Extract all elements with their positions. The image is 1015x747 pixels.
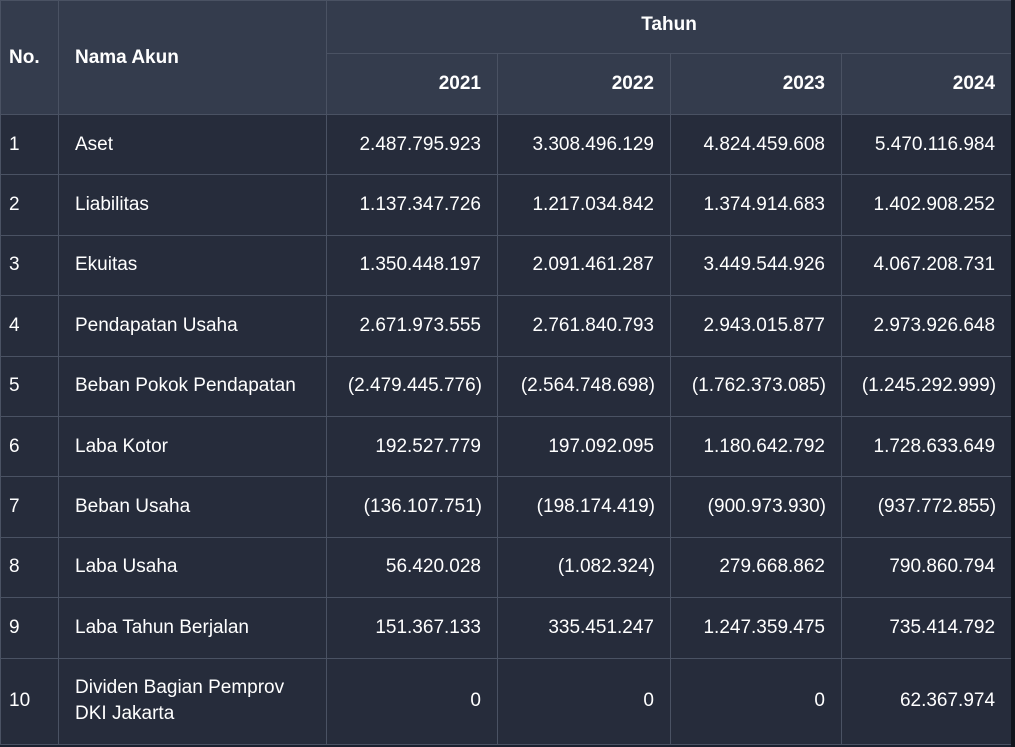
row-value-2023: 1.374.914.683: [670, 174, 842, 236]
row-value-2022: 335.451.247: [497, 597, 671, 659]
row-no: 6: [0, 415, 59, 478]
table-row: 1 Aset 2.487.795.923 3.308.496.129 4.824…: [0, 113, 1013, 176]
table-row: 3 Ekuitas 1.350.448.197 2.091.461.287 3.…: [0, 234, 1013, 297]
row-value-2024: 790.860.794: [840, 536, 1013, 599]
row-value-2023: 2.943.015.877: [670, 295, 842, 357]
row-value-2021: 1.350.448.197: [326, 234, 498, 297]
header-year-group: Tahun: [325, 0, 1013, 54]
row-value-2024: 1.402.908.252: [840, 174, 1013, 236]
row-value-2024: 2.973.926.648: [840, 295, 1013, 357]
table-row: 9 Laba Tahun Berjalan 151.367.133 335.45…: [0, 597, 1013, 659]
row-value-2021: 151.367.133: [326, 597, 498, 659]
row-value-2024: 1.728.633.649: [840, 415, 1013, 478]
row-account: Laba Tahun Berjalan: [58, 597, 327, 659]
row-value-2022: 0: [497, 657, 671, 745]
row-value-2022: 3.308.496.129: [497, 113, 671, 176]
header-no: No.: [0, 0, 59, 115]
row-account: Laba Kotor: [58, 415, 327, 478]
header-year-2021: 2021: [326, 53, 498, 115]
row-value-2022: (1.082.324): [497, 536, 671, 599]
row-no: 2: [0, 174, 59, 236]
row-account: Pendapatan Usaha: [58, 295, 327, 357]
header-year-2023: 2023: [670, 53, 842, 115]
row-value-2024: 4.067.208.731: [840, 234, 1013, 297]
row-no: 5: [0, 355, 59, 417]
row-account: Laba Usaha: [58, 536, 327, 599]
row-value-2023: 0: [670, 657, 842, 745]
row-no: 8: [0, 536, 59, 599]
scroll-edge: [1011, 0, 1015, 747]
row-value-2021: 1.137.347.726: [326, 174, 498, 236]
row-value-2024: (1.245.292.999): [840, 355, 1013, 417]
header-year-2024: 2024: [840, 53, 1013, 115]
table-row: 8 Laba Usaha 56.420.028 (1.082.324) 279.…: [0, 536, 1013, 599]
row-value-2021: 56.420.028: [326, 536, 498, 599]
table-header: No. Nama Akun Tahun 2021 2022 2023 2024: [0, 0, 1013, 115]
table-row: 10 Dividen Bagian Pemprov DKI Jakarta 0 …: [0, 657, 1013, 745]
row-no: 4: [0, 295, 59, 357]
row-account: Ekuitas: [58, 234, 327, 297]
row-value-2024: (937.772.855): [840, 476, 1013, 538]
row-value-2023: 4.824.459.608: [670, 113, 842, 176]
row-value-2022: 2.091.461.287: [497, 234, 671, 297]
row-value-2023: 1.180.642.792: [670, 415, 842, 478]
row-value-2024: 735.414.792: [840, 597, 1013, 659]
table-body: 1 Aset 2.487.795.923 3.308.496.129 4.824…: [0, 113, 1013, 745]
row-account: Beban Usaha: [58, 476, 327, 538]
table-row: 7 Beban Usaha (136.107.751) (198.174.419…: [0, 476, 1013, 538]
row-value-2022: 2.761.840.793: [497, 295, 671, 357]
row-value-2023: 3.449.544.926: [670, 234, 842, 297]
row-value-2021: (136.107.751): [326, 476, 498, 538]
table-row: 2 Liabilitas 1.137.347.726 1.217.034.842…: [0, 174, 1013, 236]
table-row: 5 Beban Pokok Pendapatan (2.479.445.776)…: [0, 355, 1013, 417]
row-no: 3: [0, 234, 59, 297]
row-value-2023: 279.668.862: [670, 536, 842, 599]
row-value-2024: 62.367.974: [840, 657, 1013, 745]
table-row: 6 Laba Kotor 192.527.779 197.092.095 1.1…: [0, 415, 1013, 478]
row-value-2021: 2.487.795.923: [326, 113, 498, 176]
row-value-2023: (900.973.930): [670, 476, 842, 538]
row-value-2023: (1.762.373.085): [670, 355, 842, 417]
row-value-2022: (198.174.419): [497, 476, 671, 538]
row-value-2022: 1.217.034.842: [497, 174, 671, 236]
row-no: 1: [0, 113, 59, 176]
row-no: 7: [0, 476, 59, 538]
row-value-2021: (2.479.445.776): [326, 355, 498, 417]
row-account: Beban Pokok Pendapatan: [58, 355, 327, 417]
row-value-2021: 0: [326, 657, 498, 745]
row-no: 9: [0, 597, 59, 659]
row-value-2021: 192.527.779: [326, 415, 498, 478]
row-value-2023: 1.247.359.475: [670, 597, 842, 659]
row-account: Dividen Bagian Pemprov DKI Jakarta: [58, 657, 327, 745]
row-value-2024: 5.470.116.984: [840, 113, 1013, 176]
row-value-2021: 2.671.973.555: [326, 295, 498, 357]
header-year-2022: 2022: [497, 53, 671, 115]
table-row: 4 Pendapatan Usaha 2.671.973.555 2.761.8…: [0, 295, 1013, 357]
row-account: Liabilitas: [58, 174, 327, 236]
row-no: 10: [0, 657, 59, 745]
row-value-2022: (2.564.748.698): [497, 355, 671, 417]
header-account: Nama Akun: [58, 0, 327, 115]
row-value-2022: 197.092.095: [497, 415, 671, 478]
row-account: Aset: [58, 113, 327, 176]
